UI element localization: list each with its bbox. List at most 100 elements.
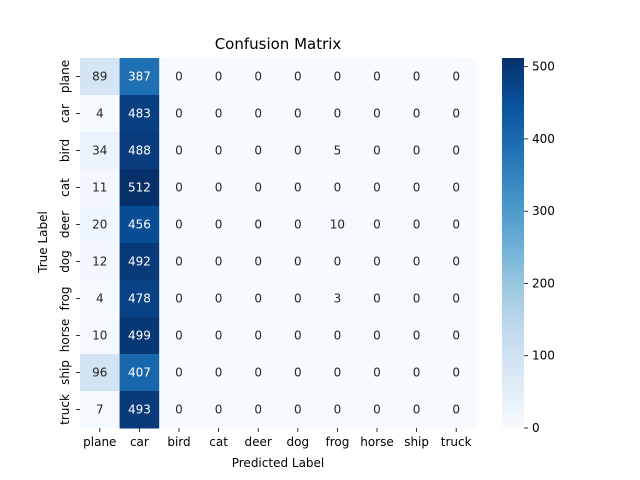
- cell-value-label: 5: [334, 144, 342, 158]
- cell-value-label: 0: [373, 403, 381, 417]
- cell-value-label: 4: [96, 292, 104, 306]
- cell-value-label: 4: [96, 107, 104, 121]
- heatmap-cell: [159, 354, 200, 392]
- heatmap-cell: [317, 58, 358, 96]
- cell-value-label: 0: [294, 144, 302, 158]
- heatmap-cell: [80, 243, 121, 281]
- heatmap-cell: [396, 280, 437, 318]
- heatmap-cell: [317, 243, 358, 281]
- y-axis-label: True Label: [36, 211, 50, 274]
- heatmap-cell: [396, 354, 437, 392]
- cell-value-label: 0: [254, 292, 262, 306]
- heatmap-cell: [396, 391, 437, 429]
- heatmap-cell: [278, 243, 319, 281]
- cell-value-label: 0: [254, 70, 262, 84]
- heatmap-cell: [436, 169, 477, 207]
- heatmap-cell: [198, 243, 239, 281]
- cell-value-label: 0: [254, 255, 262, 269]
- heatmap-cell: [357, 95, 398, 133]
- heatmap-cell: [80, 391, 121, 429]
- heatmap-cell: [198, 280, 239, 318]
- y-tick-label: truck: [58, 394, 72, 425]
- heatmap-cell: [357, 132, 398, 170]
- heatmap-cell: [357, 169, 398, 207]
- cell-value-label: 478: [128, 292, 151, 306]
- cell-value-label: 0: [373, 144, 381, 158]
- heatmap-cell: [278, 132, 319, 170]
- cell-value-label: 0: [215, 70, 223, 84]
- cell-value-label: 0: [334, 181, 342, 195]
- cell-value-label: 0: [452, 70, 460, 84]
- cell-value-label: 0: [373, 181, 381, 195]
- heatmap-cell: [159, 132, 200, 170]
- y-tick-label: ship: [58, 360, 72, 385]
- cell-value-label: 0: [294, 181, 302, 195]
- cell-value-label: 0: [452, 107, 460, 121]
- cell-value-label: 0: [254, 107, 262, 121]
- cell-value-label: 0: [294, 403, 302, 417]
- heatmap-cell: [238, 169, 279, 207]
- heatmap-cell: [396, 206, 437, 244]
- heatmap-cell: [238, 132, 279, 170]
- heatmap-cell: [159, 95, 200, 133]
- heatmap-cell: [159, 243, 200, 281]
- cell-value-label: 0: [413, 255, 421, 269]
- heatmap-cell: [80, 58, 121, 96]
- cell-value-label: 0: [452, 366, 460, 380]
- heatmap-cell: [278, 169, 319, 207]
- heatmap-cell: [238, 243, 279, 281]
- y-tick-label: dog: [58, 250, 72, 273]
- heatmap-cell: [396, 317, 437, 355]
- heatmap-cell: [159, 206, 200, 244]
- heatmap-cell: [396, 169, 437, 207]
- cell-value-label: 0: [373, 70, 381, 84]
- cell-value-label: 0: [334, 107, 342, 121]
- cell-value-label: 0: [413, 107, 421, 121]
- cell-value-label: 0: [294, 107, 302, 121]
- heatmap-cell: [278, 58, 319, 96]
- heatmap-cell: [396, 243, 437, 281]
- cell-value-label: 512: [128, 181, 151, 195]
- cell-value-label: 0: [215, 292, 223, 306]
- cell-value-label: 11: [92, 181, 107, 195]
- heatmap-cell: [357, 58, 398, 96]
- heatmap-cell: [357, 317, 398, 355]
- x-tick-label: frog: [325, 435, 349, 449]
- heatmap-cell: [198, 317, 239, 355]
- heatmap-cell: [317, 391, 358, 429]
- heatmap-cell: [238, 391, 279, 429]
- cell-value-label: 488: [128, 144, 151, 158]
- cell-value-label: 0: [175, 70, 183, 84]
- y-tick-labels: plane car bird cat deer dog frog horse ship truck: [58, 60, 80, 425]
- cell-value-label: 0: [413, 329, 421, 343]
- y-tick-label: deer: [58, 211, 72, 238]
- heatmap-cell: [198, 95, 239, 133]
- cell-value-label: 0: [294, 329, 302, 343]
- x-axis-label: Predicted Label: [232, 456, 325, 470]
- cell-value-label: 0: [175, 181, 183, 195]
- cell-value-label: 0: [373, 107, 381, 121]
- heatmap-cell: [119, 95, 160, 133]
- heatmap-cell: [278, 206, 319, 244]
- colorbar-gradient: [502, 58, 524, 428]
- x-tick-label: dog: [287, 435, 310, 449]
- heatmap-cell: [436, 391, 477, 429]
- heatmap-cell: [436, 132, 477, 170]
- heatmap-cell: [436, 317, 477, 355]
- cell-value-label: 0: [413, 218, 421, 232]
- heatmap-cell: [436, 206, 477, 244]
- cell-value-label: 0: [413, 366, 421, 380]
- heatmap-cell: [80, 206, 121, 244]
- cell-value-label: 12: [92, 255, 107, 269]
- heatmap-cell: [317, 132, 358, 170]
- cell-value-label: 493: [128, 403, 151, 417]
- heatmap-cell: [198, 391, 239, 429]
- colorbar-tick-label: 300: [532, 204, 555, 218]
- cell-value-label: 10: [92, 329, 107, 343]
- heatmap-cell: [436, 243, 477, 281]
- cell-value-label: 89: [92, 70, 107, 84]
- heatmap-cell: [357, 391, 398, 429]
- cell-value-label: 0: [452, 292, 460, 306]
- colorbar-ticks: 0 100 200 300 400 500: [524, 60, 555, 435]
